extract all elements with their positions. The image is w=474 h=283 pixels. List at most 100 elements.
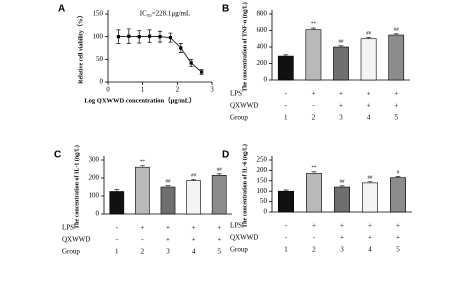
annotation: ## (191, 173, 197, 178)
x-tick-label: 1 (141, 86, 145, 94)
x-tick-label: 0 (106, 86, 110, 94)
x-tick-label: 1 (284, 114, 288, 122)
x-tick-label: 5 (217, 248, 221, 256)
x-tick-label: 3 (166, 248, 170, 256)
x-tick-label: 3 (210, 86, 214, 94)
y-tick-label: 0 (264, 208, 268, 216)
row-value: + (311, 90, 315, 98)
y-tick-label: 100 (257, 187, 268, 195)
y-tick-label: 200 (257, 166, 268, 174)
y-axis-label: The concentration of IL-1 (ng/L) (73, 145, 80, 229)
y-axis-label: Relative cell viability（%） (76, 12, 84, 84)
annotation: ## (217, 168, 223, 173)
row-label: LPS (230, 90, 242, 98)
annotation: ** (312, 166, 318, 171)
bar (186, 180, 201, 215)
error-bar (310, 27, 316, 30)
row-label: Group (230, 246, 248, 254)
row-value: - (313, 234, 316, 242)
row-label: Group (62, 248, 80, 256)
y-tick-label: 100 (89, 192, 100, 200)
row-value: + (368, 234, 372, 242)
annotation: ## (394, 28, 400, 33)
annotation: ** (140, 160, 146, 165)
bar (109, 191, 125, 215)
bar (388, 34, 405, 81)
row-value: + (394, 90, 398, 98)
row-value: - (116, 224, 119, 232)
error-bar (165, 185, 171, 187)
row-value: + (217, 224, 221, 232)
error-bar (311, 171, 317, 174)
annotation: # (397, 171, 400, 176)
row-value: + (140, 224, 144, 232)
x-tick-label: 1 (284, 246, 288, 254)
error-bar (366, 37, 372, 39)
point (137, 35, 141, 39)
annotation: ## (366, 32, 372, 37)
point (189, 61, 193, 65)
error-bar (338, 45, 344, 47)
row-label: LPS (62, 224, 74, 232)
x-axis-label: Log QXWWD concentration（μg/mL） (84, 96, 195, 104)
row-value: + (340, 234, 344, 242)
panel-letter: A (58, 4, 65, 15)
error-bar (393, 33, 399, 36)
row-value: + (339, 90, 343, 98)
error-bar (367, 181, 373, 183)
point (168, 35, 172, 40)
bar (135, 166, 150, 215)
row-value: + (192, 224, 196, 232)
row-label: QXWWD (62, 236, 90, 244)
point (116, 35, 120, 39)
x-tick-label: 3 (340, 246, 344, 254)
point (158, 35, 162, 39)
row-label: QXWWD (230, 102, 258, 110)
error-bar (283, 54, 289, 57)
y-axis-label: The concentration of TNF-α (ng/L) (241, 2, 248, 92)
y-tick-label: 100 (93, 32, 104, 40)
row-value: - (285, 102, 288, 110)
row-value: + (396, 234, 400, 242)
error-bar (139, 165, 145, 168)
bar (277, 55, 294, 81)
row-value: - (285, 222, 288, 230)
chart-title: IC₅₀=228.1μg/mL (140, 10, 191, 18)
bar (211, 175, 227, 215)
annotation: ## (166, 180, 172, 185)
x-tick-label: 5 (394, 114, 398, 122)
row-value: + (166, 236, 170, 244)
x-tick-label: 4 (192, 248, 196, 256)
y-tick-label: 600 (257, 26, 268, 34)
y-tick-label: 50 (260, 197, 268, 205)
row-value: - (141, 236, 144, 244)
annotation: ** (311, 22, 317, 27)
point (200, 70, 204, 74)
y-tick-label: 200 (89, 174, 100, 182)
x-tick-label: 2 (312, 246, 316, 254)
x-tick-label: 2 (176, 86, 180, 94)
y-tick-label: 200 (257, 59, 268, 67)
row-value: + (368, 222, 372, 230)
error-bar (339, 185, 345, 188)
row-value: + (217, 236, 221, 244)
panel-letter: B (222, 4, 229, 15)
error-bar (216, 173, 222, 176)
y-tick-label: 0 (264, 76, 268, 84)
y-tick-label: 300 (89, 156, 100, 164)
bar (333, 46, 349, 81)
row-value: - (285, 90, 288, 98)
panel-letter: D (222, 150, 229, 161)
row-label: Group (230, 114, 248, 122)
bar (333, 186, 350, 213)
error-bar (283, 189, 289, 192)
row-value: + (166, 224, 170, 232)
y-tick-label: 150 (257, 176, 268, 184)
y-tick-label: 0 (100, 78, 104, 86)
error-bar (395, 176, 401, 178)
row-value: + (394, 102, 398, 110)
annotation: ## (368, 176, 374, 181)
point (179, 46, 183, 50)
row-value: + (367, 90, 371, 98)
